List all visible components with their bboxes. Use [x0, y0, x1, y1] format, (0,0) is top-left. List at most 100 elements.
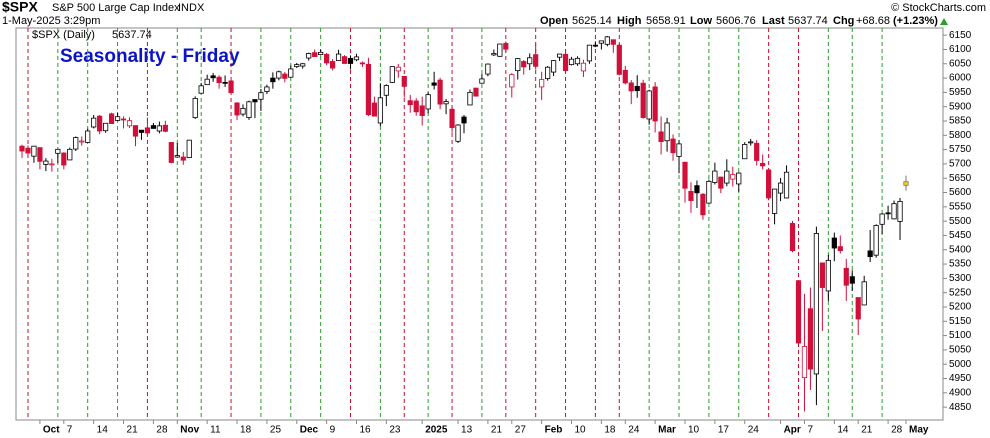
candle-body — [329, 61, 336, 69]
ohlc-header: Open 5625.14 High 5658.91 Low 5606.76 Last 5637… — [540, 15, 948, 27]
candle-body — [694, 185, 700, 194]
candle-body — [67, 148, 73, 161]
candle-body — [509, 74, 515, 88]
candle-body — [706, 180, 712, 204]
candle-body — [795, 280, 802, 344]
candle-body — [664, 122, 670, 142]
candle-body — [568, 58, 575, 66]
candle-body — [491, 53, 497, 56]
candle-body — [718, 176, 724, 189]
candle-body — [676, 143, 682, 157]
candle-body — [700, 193, 706, 216]
candle-body — [312, 52, 318, 58]
candle-body — [652, 86, 658, 122]
candle-body — [724, 170, 730, 184]
candle-body — [186, 139, 192, 159]
x-tick-label: 13 — [461, 425, 473, 436]
candle-body — [861, 281, 867, 306]
candle-body — [760, 162, 766, 167]
candle-body — [443, 101, 449, 105]
x-tick-label: Dec — [300, 425, 319, 436]
candle-body — [556, 53, 563, 58]
x-tick-label: Oct — [43, 425, 60, 436]
y-tick-label: 5750 — [949, 144, 972, 155]
x-tick-label: 9 — [330, 425, 336, 436]
candle-body — [783, 171, 790, 199]
x-tick-label: 10 — [688, 425, 700, 436]
candle-body — [658, 131, 664, 142]
candle-body — [318, 51, 324, 56]
candle-body — [240, 108, 246, 115]
y-tick-label: 5500 — [949, 216, 972, 227]
x-tick-label: 27 — [515, 425, 527, 436]
candle-body — [485, 63, 491, 75]
candle-body — [162, 124, 168, 132]
candle-body — [97, 115, 103, 132]
candle-body — [879, 213, 885, 225]
candle-body — [341, 56, 348, 64]
candle-body — [771, 188, 778, 214]
candle-body — [228, 80, 234, 94]
candle-body — [180, 156, 186, 161]
candle-body — [264, 86, 270, 92]
candle-body — [885, 212, 891, 215]
x-tick-label: 24 — [748, 425, 760, 436]
candle-body — [103, 122, 109, 132]
candle-body — [730, 174, 736, 180]
candle-body — [843, 267, 849, 286]
candle-body — [831, 237, 837, 249]
candle-body — [777, 182, 784, 194]
exchange: INDX — [178, 2, 205, 14]
candle-body — [210, 75, 216, 79]
candle-body — [198, 85, 204, 94]
candle-body — [252, 99, 258, 103]
candle-body — [515, 58, 521, 72]
candle-body — [849, 276, 855, 284]
x-tick-label: 24 — [628, 425, 640, 436]
y-tick-label: 5350 — [949, 259, 972, 270]
candle-body — [688, 190, 694, 201]
candle-body — [347, 57, 354, 64]
y-tick-label: 5850 — [949, 116, 972, 127]
candle-body — [479, 78, 485, 84]
candle-body — [395, 66, 401, 72]
y-tick-label: 5050 — [949, 345, 972, 356]
candle-body — [598, 40, 604, 44]
y-tick-label: 5700 — [949, 159, 972, 170]
candle-body — [31, 145, 37, 157]
candle-body — [216, 76, 222, 84]
plot-frame — [15, 27, 944, 421]
y-tick-label: 5150 — [949, 316, 972, 327]
x-tick-label: 14 — [837, 425, 849, 436]
legend-label: $SPX (Daily) — [32, 29, 95, 41]
candle-body — [258, 92, 264, 100]
ohlc-value: +68.68 — [856, 15, 890, 27]
x-tick-label: May — [909, 425, 929, 436]
candle-body — [813, 233, 820, 375]
candle-body — [712, 170, 718, 183]
candle-body — [819, 262, 825, 288]
x-tick-label: 10 — [575, 425, 587, 436]
candle-body — [766, 169, 772, 199]
candle-body — [73, 137, 79, 150]
y-tick-label: 5000 — [949, 359, 972, 370]
candle-body — [604, 36, 610, 45]
candle-body — [204, 78, 210, 86]
candle-body — [168, 142, 174, 163]
up-arrow — [940, 18, 948, 25]
candle-body — [306, 53, 312, 59]
candle-body — [276, 71, 282, 79]
candle-body — [413, 100, 419, 113]
candle-body — [282, 73, 288, 79]
candle-body — [132, 125, 139, 137]
x-tick-label: 23 — [389, 425, 401, 436]
ohlc-label: Low — [690, 15, 712, 27]
candle-body — [222, 81, 228, 84]
ohlc-label: High — [617, 15, 642, 27]
candle-body — [55, 148, 61, 154]
candle-body — [389, 66, 395, 83]
candle-body — [903, 181, 909, 186]
x-tick-label: 14 — [97, 425, 109, 436]
copyright: © StockCharts.com — [891, 2, 986, 14]
candle-body — [401, 75, 407, 87]
